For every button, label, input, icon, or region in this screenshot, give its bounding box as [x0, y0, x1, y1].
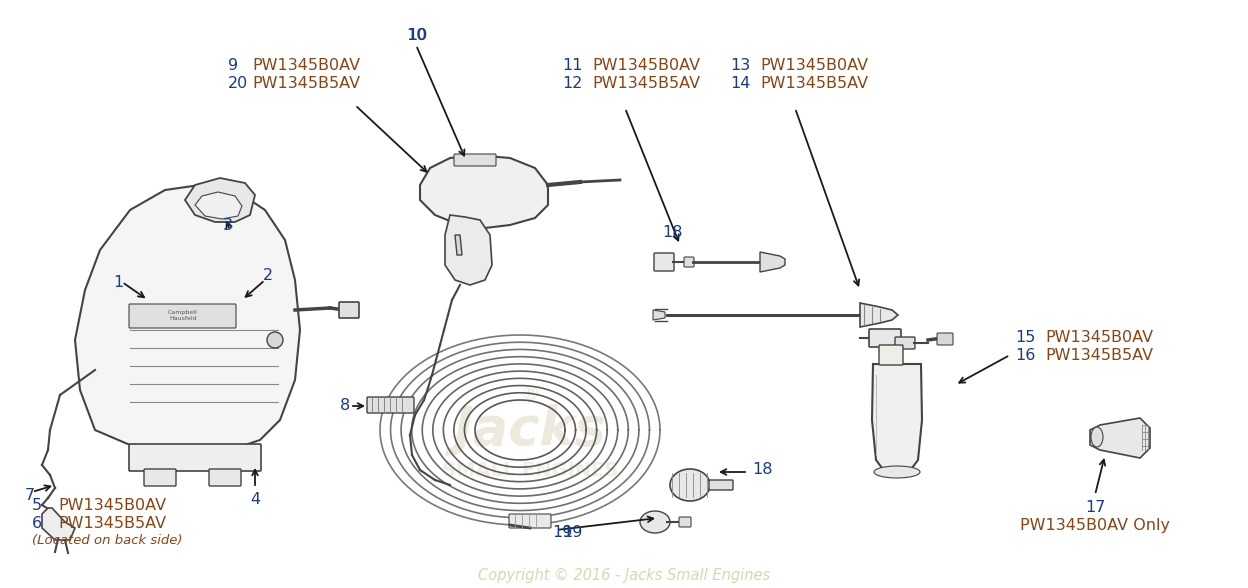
Text: PW1345B0AV: PW1345B0AV [592, 58, 700, 73]
FancyBboxPatch shape [367, 397, 414, 413]
Ellipse shape [874, 466, 920, 478]
Polygon shape [42, 508, 75, 540]
Ellipse shape [1091, 427, 1103, 447]
Text: PW1345B0AV: PW1345B0AV [1045, 330, 1153, 345]
Text: 10: 10 [406, 28, 426, 43]
Text: 1: 1 [112, 275, 124, 290]
Text: 20: 20 [228, 76, 248, 91]
FancyBboxPatch shape [709, 480, 733, 490]
FancyBboxPatch shape [129, 444, 261, 471]
FancyBboxPatch shape [129, 304, 236, 328]
Text: PW1345B5AV: PW1345B5AV [760, 76, 869, 91]
Polygon shape [872, 364, 922, 475]
FancyBboxPatch shape [879, 345, 904, 365]
Polygon shape [456, 235, 462, 255]
Polygon shape [185, 178, 255, 222]
Text: PW1345B0AV Only: PW1345B0AV Only [1020, 518, 1171, 533]
FancyBboxPatch shape [454, 154, 495, 166]
Text: 9: 9 [228, 58, 238, 73]
Text: Campbell
Hausfeld: Campbell Hausfeld [168, 310, 198, 321]
FancyBboxPatch shape [208, 469, 241, 486]
Text: 3: 3 [223, 218, 233, 233]
FancyBboxPatch shape [895, 337, 915, 349]
FancyBboxPatch shape [144, 469, 176, 486]
Text: 17: 17 [1085, 500, 1106, 515]
Text: ®: ® [520, 386, 540, 405]
FancyBboxPatch shape [869, 329, 901, 347]
Polygon shape [195, 192, 242, 219]
FancyBboxPatch shape [679, 517, 691, 527]
Text: 13: 13 [730, 58, 750, 73]
Polygon shape [1090, 418, 1149, 458]
FancyBboxPatch shape [654, 253, 674, 271]
Text: 5: 5 [32, 498, 42, 513]
Text: PW1345B5AV: PW1345B5AV [57, 516, 166, 531]
Text: 8: 8 [339, 398, 351, 413]
Text: (Located on back side): (Located on back side) [32, 534, 182, 547]
Text: 19: 19 [562, 525, 583, 540]
Text: Jacks: Jacks [453, 404, 607, 456]
Text: 18: 18 [661, 225, 683, 240]
Polygon shape [860, 303, 899, 327]
Polygon shape [446, 215, 492, 285]
Text: PW1345B0AV: PW1345B0AV [760, 58, 869, 73]
FancyBboxPatch shape [509, 514, 552, 528]
Ellipse shape [670, 469, 710, 501]
Ellipse shape [640, 511, 670, 533]
Text: 10: 10 [407, 28, 427, 43]
Text: PW1345B5AV: PW1345B5AV [252, 76, 361, 91]
Text: 19: 19 [552, 525, 572, 540]
FancyBboxPatch shape [339, 302, 359, 318]
Polygon shape [421, 155, 548, 228]
Text: 16: 16 [1015, 348, 1036, 363]
Circle shape [267, 332, 283, 348]
Text: 2: 2 [263, 268, 273, 283]
Text: 14: 14 [730, 76, 750, 91]
Text: 18: 18 [753, 462, 773, 477]
Text: 7: 7 [25, 488, 35, 503]
Text: PW1345B5AV: PW1345B5AV [1045, 348, 1153, 363]
Polygon shape [760, 252, 785, 272]
Text: 12: 12 [562, 76, 583, 91]
Polygon shape [653, 310, 665, 320]
Text: PW1345B0AV: PW1345B0AV [57, 498, 166, 513]
Polygon shape [75, 185, 300, 455]
Text: 11: 11 [562, 58, 583, 73]
Text: 6: 6 [32, 516, 42, 531]
Text: Copyright © 2016 - Jacks Small Engines: Copyright © 2016 - Jacks Small Engines [478, 568, 770, 583]
Text: PW1345B0AV: PW1345B0AV [252, 58, 361, 73]
Text: 15: 15 [1015, 330, 1036, 345]
Text: PW1345B5AV: PW1345B5AV [592, 76, 700, 91]
FancyBboxPatch shape [684, 257, 694, 267]
Text: 4: 4 [250, 492, 260, 507]
Text: SMALL ENGINES: SMALL ENGINES [442, 460, 618, 479]
FancyBboxPatch shape [937, 333, 953, 345]
